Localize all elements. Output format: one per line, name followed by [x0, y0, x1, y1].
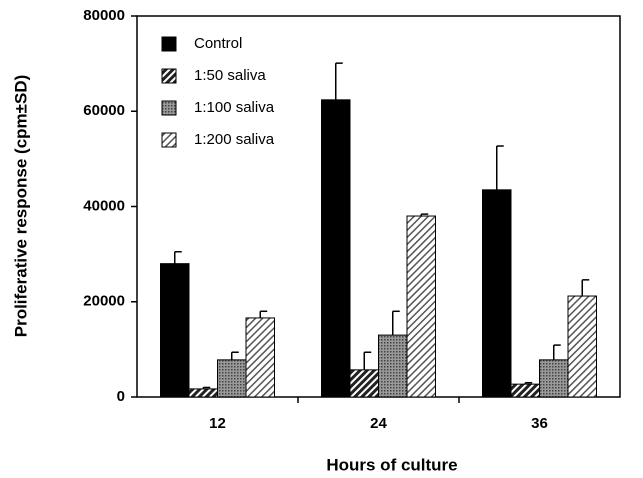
- bar: [188, 388, 218, 398]
- legend-swatch: [161, 36, 177, 52]
- y-axis-label: Proliferative response (cpm±SD): [11, 75, 30, 338]
- legend-label: 1:200 saliva: [194, 131, 275, 148]
- legend-swatch: [161, 68, 177, 84]
- x-tick-label: 36: [531, 415, 548, 432]
- legend-label: 1:50 saliva: [194, 67, 266, 84]
- bar: [378, 334, 408, 398]
- legend-swatch: [161, 100, 177, 116]
- bar: [245, 317, 275, 398]
- y-tick-label: 80000: [83, 7, 125, 24]
- legend-label: 1:100 saliva: [194, 99, 275, 116]
- bar: [482, 189, 512, 398]
- bar: [510, 383, 540, 398]
- y-tick-label: 40000: [83, 197, 125, 214]
- bar: [539, 359, 569, 398]
- bar: [321, 99, 351, 398]
- y-tick-label: 60000: [83, 102, 125, 119]
- y-tick-label: 0: [117, 388, 125, 405]
- bar: [567, 295, 597, 398]
- x-axis-label: Hours of culture: [326, 455, 457, 474]
- y-tick-label: 20000: [83, 293, 125, 310]
- x-tick-label: 24: [370, 415, 387, 432]
- bar: [349, 369, 379, 398]
- bar: [217, 359, 247, 398]
- legend-swatch: [161, 132, 177, 148]
- bar: [160, 263, 190, 398]
- x-tick-label: 12: [209, 415, 226, 432]
- legend-label: Control: [194, 35, 242, 52]
- bar: [406, 215, 436, 398]
